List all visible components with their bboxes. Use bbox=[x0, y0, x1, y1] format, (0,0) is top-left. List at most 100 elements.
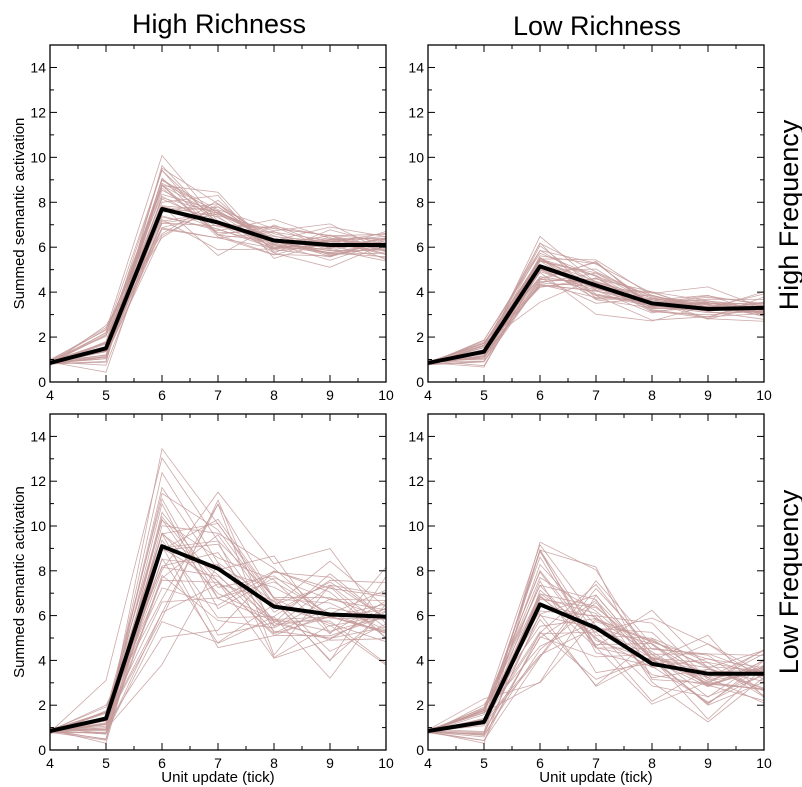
y-tick-label: 2 bbox=[416, 329, 424, 345]
column-title-high-richness: High Richness bbox=[132, 9, 306, 39]
x-tick-label: 5 bbox=[480, 387, 488, 403]
item-line bbox=[49, 540, 387, 741]
x-tick-label: 9 bbox=[704, 755, 712, 771]
item-line bbox=[49, 179, 387, 363]
item-line bbox=[49, 532, 387, 734]
x-axis-label: Unit update (tick) bbox=[161, 769, 274, 786]
x-axis-label: Unit update (tick) bbox=[539, 769, 652, 786]
x-tick-label: 8 bbox=[270, 755, 278, 771]
x-tick-label: 7 bbox=[214, 755, 222, 771]
y-tick-label: 14 bbox=[408, 59, 424, 75]
y-tick-label: 2 bbox=[416, 697, 424, 713]
y-tick-label: 12 bbox=[30, 104, 46, 120]
item-line bbox=[427, 278, 765, 365]
item-line bbox=[49, 544, 387, 731]
item-line bbox=[49, 519, 387, 731]
panels-group: 4 5 6 7 8 9 10 0 2 4 6 8 10 12 14 Summed semantic activ… bbox=[11, 44, 772, 786]
x-tick-label: 9 bbox=[326, 755, 334, 771]
y-tick-label: 10 bbox=[408, 149, 424, 165]
item-line bbox=[49, 584, 387, 734]
item-line bbox=[427, 571, 765, 731]
item-line bbox=[49, 203, 387, 362]
x-tick-label: 10 bbox=[756, 387, 772, 403]
y-tick-label: 6 bbox=[38, 608, 46, 624]
item-line bbox=[427, 584, 765, 731]
item-line bbox=[49, 183, 387, 364]
item-line bbox=[49, 471, 387, 733]
item-line bbox=[49, 206, 387, 365]
x-tick-label: 8 bbox=[648, 755, 656, 771]
item-lines-group bbox=[427, 235, 765, 368]
x-tick-label: 4 bbox=[46, 755, 54, 771]
y-tick-label: 4 bbox=[38, 284, 46, 300]
item-line bbox=[49, 525, 387, 735]
x-tick-label: 10 bbox=[756, 755, 772, 771]
item-line bbox=[49, 533, 387, 732]
mean-line bbox=[49, 544, 387, 733]
row-title-low-frequency: Low Frequency bbox=[774, 489, 802, 674]
item-line bbox=[49, 179, 387, 365]
x-tick-label: 5 bbox=[480, 755, 488, 771]
y-tick-label: 4 bbox=[416, 652, 424, 668]
x-tick-label: 9 bbox=[704, 387, 712, 403]
chart-panel-3: 4 5 6 7 8 9 10 0 2 4 6 8 10 12 14 Summed semantic activ… bbox=[11, 413, 394, 786]
item-line bbox=[49, 228, 387, 363]
item-line bbox=[427, 584, 765, 733]
y-tick-label: 12 bbox=[408, 473, 424, 489]
item-line bbox=[427, 267, 765, 368]
item-line bbox=[427, 587, 765, 741]
item-line bbox=[49, 227, 387, 364]
item-lines-group bbox=[427, 541, 765, 744]
y-tick-label: 0 bbox=[416, 742, 424, 758]
x-tick-label: 6 bbox=[536, 387, 544, 403]
item-line bbox=[49, 566, 387, 731]
y-tick-label: 0 bbox=[416, 374, 424, 390]
y-tick-label: 8 bbox=[416, 194, 424, 210]
item-line bbox=[49, 559, 387, 731]
y-tick-label: 10 bbox=[30, 518, 46, 534]
x-tick-label: 6 bbox=[158, 755, 166, 771]
item-line bbox=[49, 492, 387, 732]
item-line bbox=[427, 602, 765, 736]
item-line bbox=[49, 518, 387, 732]
x-tick-label: 6 bbox=[158, 387, 166, 403]
mean-line bbox=[427, 264, 765, 365]
y-axis-label: Summed semantic activation bbox=[11, 486, 28, 678]
item-line bbox=[427, 284, 765, 364]
x-tick-label: 7 bbox=[592, 755, 600, 771]
item-line bbox=[49, 552, 387, 732]
mean-line bbox=[427, 602, 764, 733]
y-tick-label: 6 bbox=[416, 608, 424, 624]
item-line bbox=[427, 636, 765, 738]
item-line bbox=[427, 621, 765, 732]
item-line bbox=[427, 272, 765, 363]
chart-panel-1: 4 5 6 7 8 9 10 0 2 4 6 8 10 12 14 Summed semantic activ… bbox=[11, 44, 394, 403]
item-line bbox=[49, 167, 387, 365]
y-tick-label: 8 bbox=[38, 563, 46, 579]
item-lines-group bbox=[49, 447, 387, 744]
x-tick-label: 5 bbox=[102, 755, 110, 771]
y-tick-label: 12 bbox=[408, 104, 424, 120]
item-line bbox=[427, 594, 765, 734]
y-tick-label: 6 bbox=[38, 239, 46, 255]
item-line bbox=[49, 213, 387, 363]
y-tick-label: 10 bbox=[30, 149, 46, 165]
y-tick-label: 12 bbox=[30, 473, 46, 489]
item-line bbox=[49, 457, 387, 733]
y-axis-label: Summed semantic activation bbox=[11, 118, 28, 310]
item-line bbox=[49, 503, 387, 732]
item-line bbox=[49, 199, 387, 365]
y-tick-label: 6 bbox=[416, 239, 424, 255]
y-tick-label: 4 bbox=[416, 284, 424, 300]
y-tick-label: 4 bbox=[38, 652, 46, 668]
y-tick-label: 0 bbox=[38, 742, 46, 758]
item-line bbox=[427, 280, 765, 364]
row-title-high-frequency: High Frequency bbox=[774, 119, 802, 310]
x-tick-label: 9 bbox=[326, 387, 334, 403]
item-line bbox=[49, 574, 387, 733]
item-line bbox=[427, 550, 765, 734]
item-line bbox=[49, 511, 387, 740]
y-tick-label: 0 bbox=[38, 374, 46, 390]
mean-line bbox=[49, 207, 386, 365]
